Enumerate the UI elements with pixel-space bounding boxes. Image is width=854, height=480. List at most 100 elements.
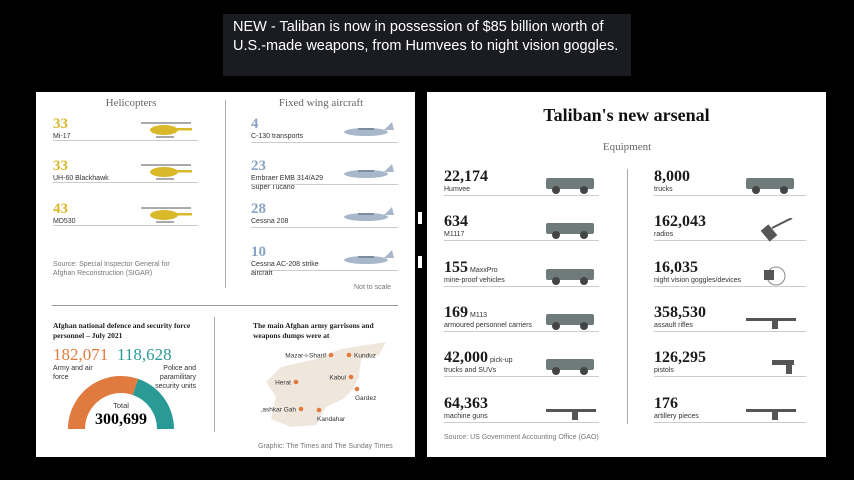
city-label: Mazar-i-Sharif (285, 353, 326, 360)
helicopter-item-rule (53, 225, 198, 226)
divider-mark (418, 212, 422, 224)
city-marker (346, 352, 352, 358)
equipment-item-rule (444, 331, 599, 332)
equipment-item-rule (654, 240, 806, 241)
equipment-item-count: 42,000 pick-up (444, 349, 513, 366)
divider-mark (418, 256, 422, 268)
total-count: 300,699 (95, 411, 147, 428)
city-marker (316, 407, 322, 413)
equipment-item-count: 16,035 (654, 259, 698, 276)
artillery-icon (742, 400, 802, 429)
aircraft-item-rule (251, 270, 398, 271)
apc-icon (542, 309, 602, 338)
city-marker (348, 374, 354, 380)
city-marker (298, 406, 304, 412)
equipment-item-rule (654, 195, 806, 196)
aircraft-item-rule (251, 184, 398, 185)
arsenal-title: Taliban's new arsenal (543, 105, 710, 125)
aircraft-item-count: 4 (251, 116, 259, 132)
aircraft-item-label: Embraer EMB 314/A29 Super Tucano (251, 175, 323, 191)
aircraft-item-count: 10 (251, 244, 266, 260)
helicopter-item-label: UH-60 Blackhawk (53, 175, 109, 182)
helicopter-item-rule (53, 140, 198, 141)
equipment-item-count: 64,363 (444, 395, 488, 412)
city-label: Kunduz (354, 353, 376, 360)
airplane-icon (338, 120, 398, 149)
rifle-icon (742, 309, 802, 338)
aircraft-item-label: Cessna AC-208 strike aircraft (251, 261, 319, 277)
helicopter-icon (136, 118, 196, 147)
equipment-item-label: machine guns (444, 413, 488, 420)
map-title: The main Afghan army garrisons and weapo… (253, 321, 374, 340)
city-marker (354, 386, 360, 392)
column-divider (225, 100, 226, 288)
helicopter-item-label: Mi-17 (53, 133, 71, 140)
helicopter-icon (136, 203, 196, 232)
section-divider (52, 305, 398, 306)
equipment-item-count: 155 MaxxPro (444, 259, 498, 276)
humvee-icon (542, 173, 602, 202)
total-label: Total (113, 401, 129, 410)
night-vision-icon (742, 264, 802, 293)
equipment-item-label: Humvee (444, 186, 471, 193)
helicopter-item-count: 43 (53, 201, 68, 217)
city-marker (328, 352, 334, 358)
aircraft-item-label: C-130 transports (251, 133, 304, 140)
city-label: Kandahar (317, 416, 346, 423)
equipment-item-count: 634 (444, 213, 468, 230)
equipment-item-rule (444, 376, 599, 377)
city-marker (293, 379, 299, 385)
truck-icon (742, 173, 802, 202)
equipment-item-rule (654, 422, 806, 423)
aircraft-infographic: Helicopters Fixed wing aircraft Source: … (36, 92, 415, 457)
aircraft-item-rule (251, 227, 398, 228)
personnel-gauge (68, 376, 174, 429)
equipment-item-rule (654, 286, 806, 287)
afghanistan-map: Mazar-i-Sharif Kunduz Herat Kabul Gardez Lash… (261, 342, 386, 427)
aircraft-item-label: Cessna 208 (251, 218, 289, 225)
equipment-item-type: M113 (470, 312, 487, 319)
column-divider (214, 317, 215, 432)
aircraft-item-count: 28 (251, 201, 266, 217)
helicopter-item-count: 33 (53, 158, 68, 174)
police-label: Police and paramilitary security units (155, 365, 196, 390)
aircraft-item-rule (251, 142, 398, 143)
police-arc (132, 378, 174, 429)
equipment-item-count: 22,174 (444, 168, 488, 185)
equipment-item-type: pick-up (490, 357, 513, 364)
gao-source: Source: US Government Accounting Office … (444, 434, 599, 441)
city-label: Gardez (355, 395, 376, 402)
army-arc (68, 376, 139, 429)
arsenal-infographic: Taliban's new arsenal Equipment Source: … (427, 92, 826, 457)
equipment-heading: Equipment (602, 141, 652, 153)
equipment-item-rule (444, 286, 599, 287)
equipment-item-rule (654, 331, 806, 332)
not-to-scale-note: Not to scale (354, 284, 391, 291)
equipment-item-rule (444, 195, 599, 196)
equipment-item-count: 126,295 (654, 349, 706, 366)
equipment-item-label: trucks (654, 186, 673, 193)
armored-vehicle-icon (542, 218, 602, 247)
equipment-item-count: 176 (654, 395, 678, 412)
personnel-title: Afghan national defence and security for… (53, 321, 191, 340)
airplane-icon (338, 248, 398, 277)
equipment-item-rule (654, 376, 806, 377)
helicopter-icon (136, 160, 196, 189)
equipment-item-count: 162,043 (654, 213, 706, 230)
pickup-icon (542, 354, 602, 383)
equipment-item-label: mine-proof vehicles (444, 277, 505, 284)
equipment-item-rule (444, 240, 599, 241)
equipment-item-count: 8,000 (654, 168, 690, 185)
equipment-item-label: armoured personnel carriers (444, 322, 532, 329)
city-label: Herat (275, 380, 291, 387)
equipment-item-label: artillery pieces (654, 413, 699, 420)
police-count: 118,628 (117, 345, 172, 364)
equipment-item-label: assault rifles (654, 322, 693, 329)
equipment-item-label: M1117 (444, 231, 465, 238)
sigar-source: Source: Special Inspector General for Af… (53, 261, 170, 277)
graphic-credit: Graphic: The Times and The Sunday Times (258, 443, 393, 450)
equipment-item-label: pistols (654, 367, 674, 374)
airplane-icon (338, 162, 398, 191)
helicopters-heading: Helicopters (105, 97, 157, 109)
equipment-item-count: 169 M113 (444, 304, 487, 321)
